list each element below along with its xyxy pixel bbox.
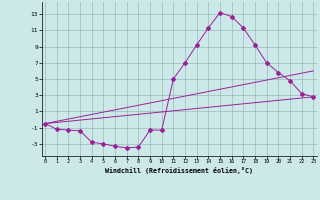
X-axis label: Windchill (Refroidissement éolien,°C): Windchill (Refroidissement éolien,°C) (105, 167, 253, 174)
